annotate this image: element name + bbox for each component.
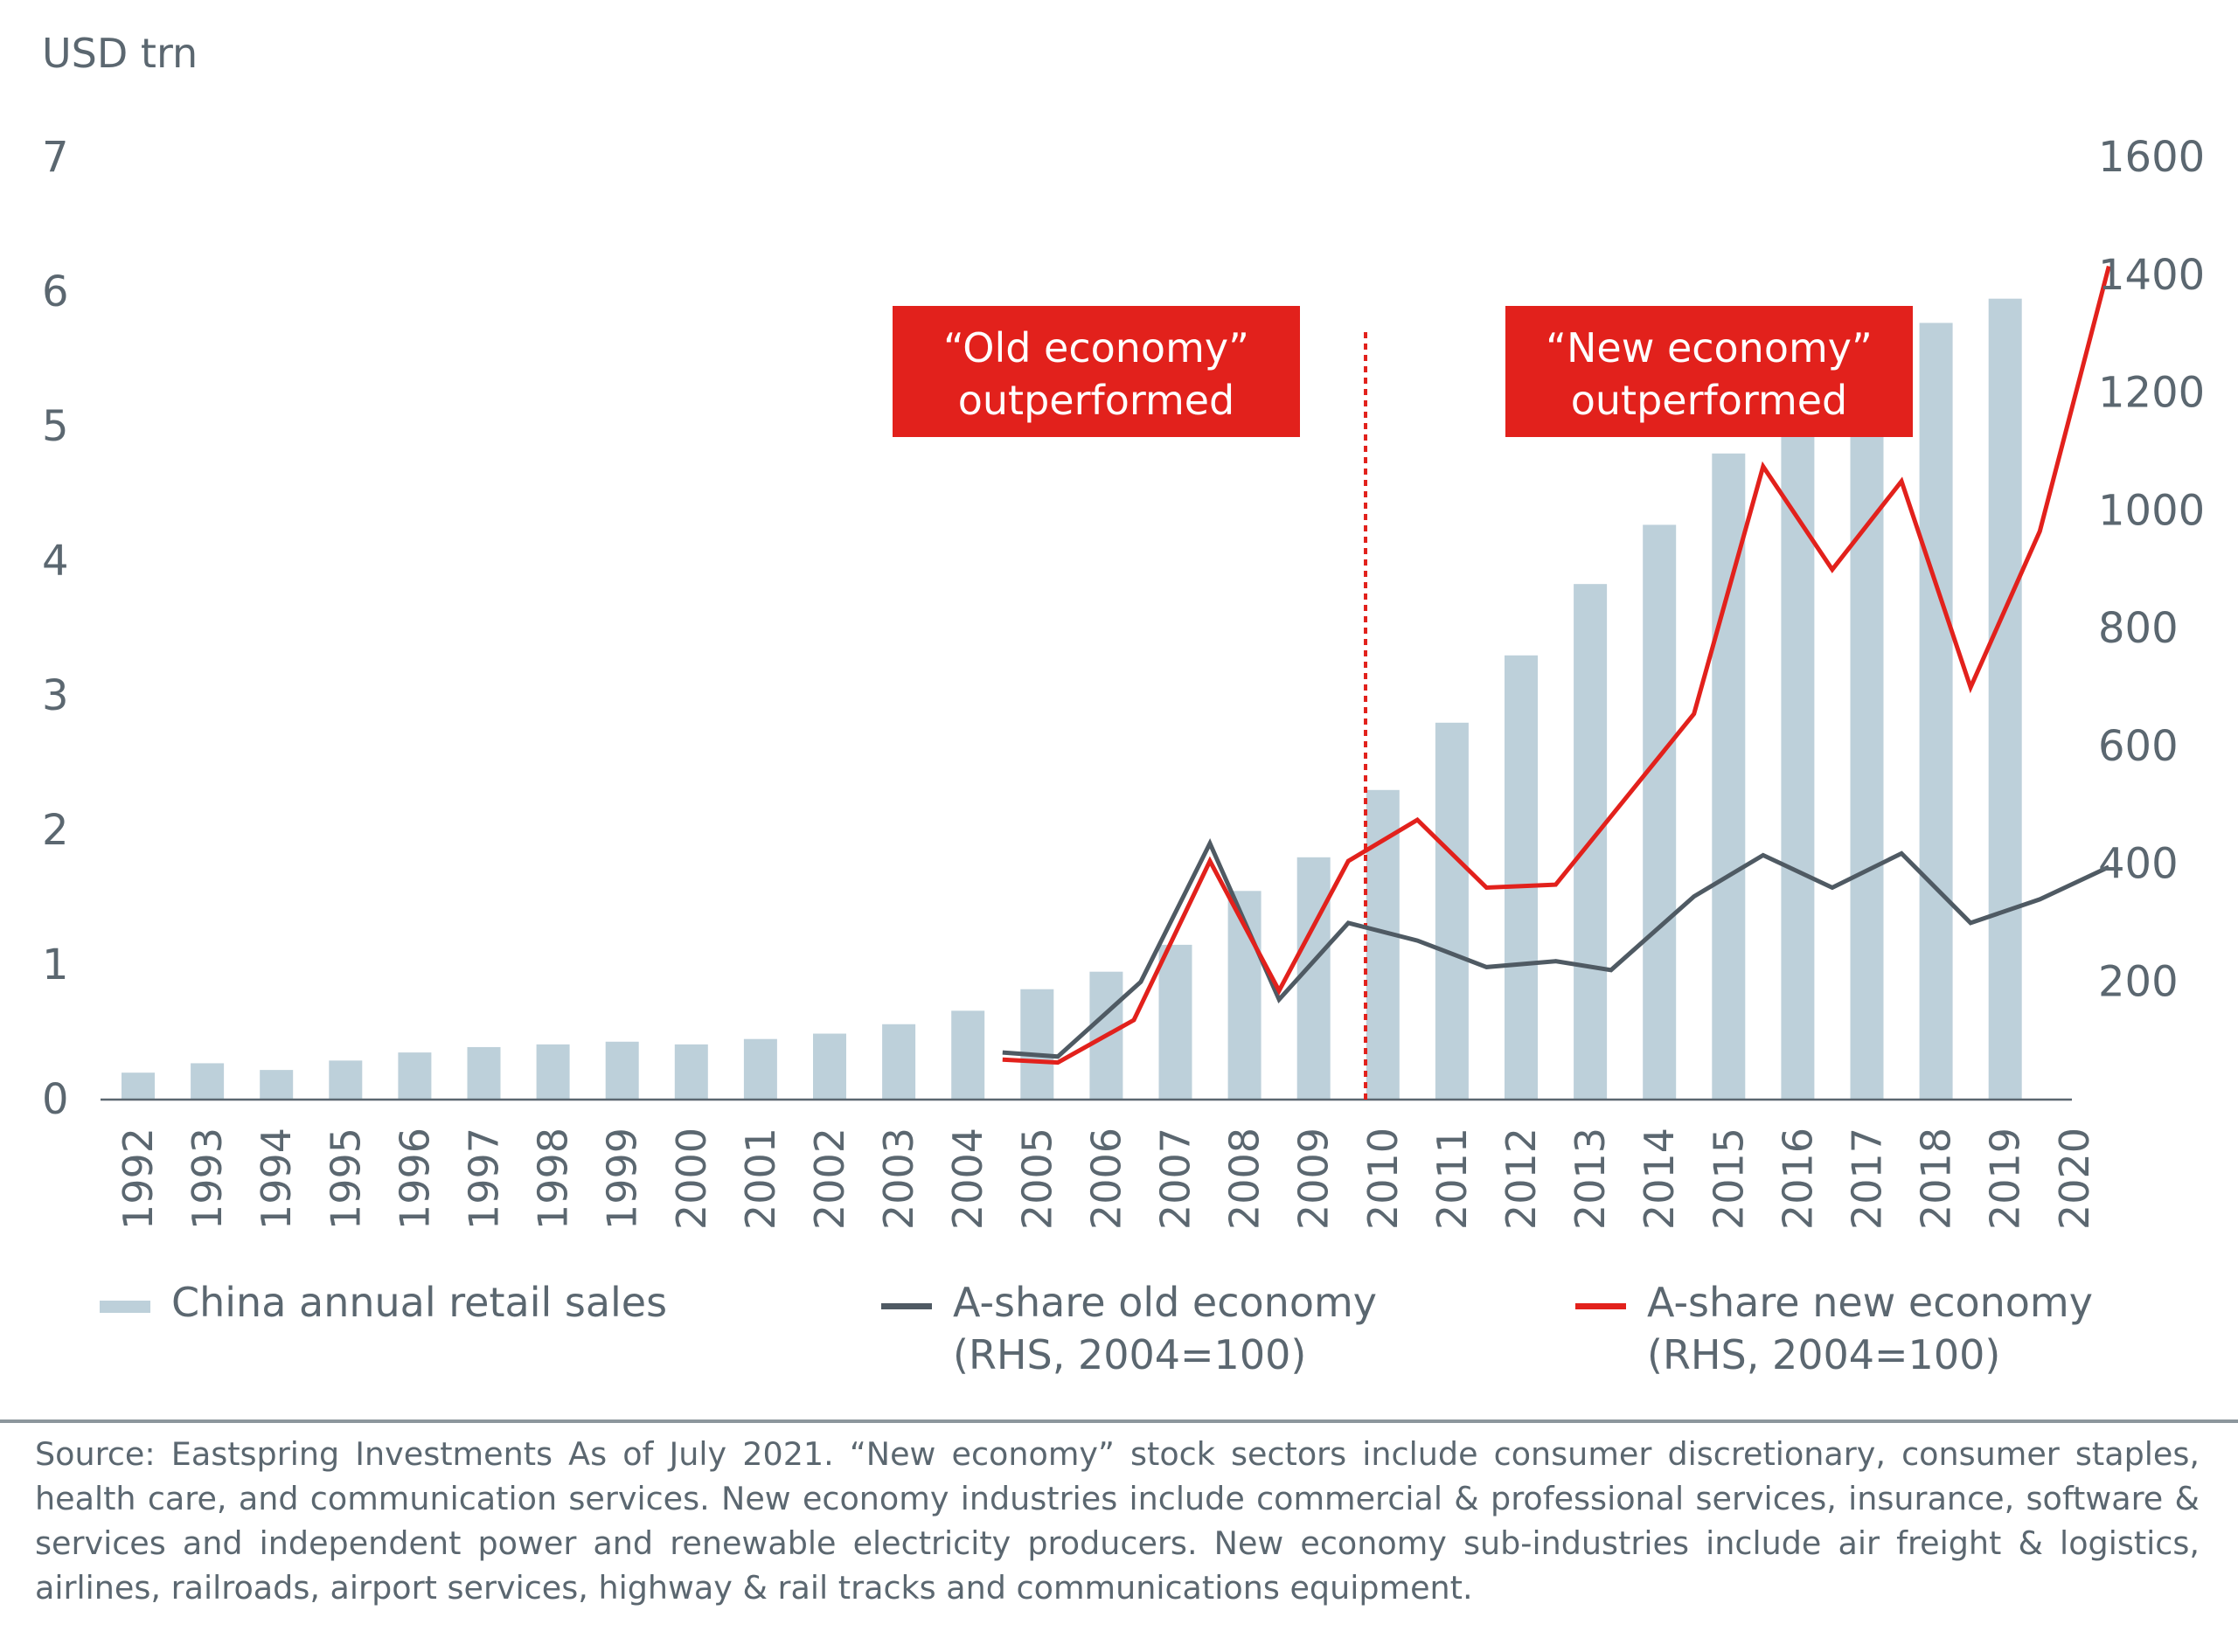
x-tick-label-2006: 2006	[1082, 1128, 1129, 1230]
x-tick-label-2015: 2015	[1705, 1128, 1752, 1230]
bar-2005	[1020, 989, 1054, 1100]
x-tick-label-2009: 2009	[1290, 1128, 1338, 1230]
legend-label-retail-sales: China annual retail sales	[171, 1279, 668, 1326]
x-tick-label-2019: 2019	[1982, 1128, 2029, 1230]
x-tick-label-1995: 1995	[322, 1128, 369, 1230]
x-tick-label-1998: 1998	[530, 1128, 577, 1230]
bar-2009	[1296, 857, 1331, 1100]
bar-2004	[951, 1010, 985, 1100]
x-tick-label-2008: 2008	[1221, 1128, 1268, 1230]
right-tick-label-1600: 1600	[2098, 133, 2205, 182]
bar-2011	[1435, 722, 1469, 1100]
bar-2018	[1919, 323, 1953, 1100]
right-tick-label-1200: 1200	[2098, 369, 2205, 418]
bar-2019	[1988, 298, 2022, 1100]
x-tick-label-1994: 1994	[253, 1128, 300, 1230]
bar-2003	[882, 1024, 916, 1100]
x-tick-label-1997: 1997	[461, 1128, 508, 1230]
legend-item-new-economy: A-share new economy (RHS, 2004=100)	[1575, 1276, 2093, 1381]
legend-swatch-old-economy	[881, 1303, 932, 1309]
right-tick-label-800: 800	[2098, 604, 2179, 653]
bar-2017	[1850, 385, 1884, 1100]
bar-1994	[260, 1070, 294, 1100]
x-tick-label-2013: 2013	[1567, 1128, 1614, 1230]
legend-item-retail-sales: China annual retail sales	[100, 1276, 667, 1329]
y-axis-unit-label: USD trn	[42, 30, 198, 77]
x-tick-label-2014: 2014	[1636, 1128, 1683, 1230]
footnote-divider	[0, 1419, 2238, 1423]
x-tick-label-2012: 2012	[1498, 1128, 1545, 1230]
series-line-old-economy	[1002, 838, 2110, 1059]
x-tick-label-2020: 2020	[2051, 1128, 2098, 1230]
bar-2000	[674, 1044, 708, 1100]
x-tick-label-1999: 1999	[599, 1128, 646, 1230]
legend-label-old-economy: A-share old economy	[953, 1279, 1377, 1326]
bar-2001	[743, 1038, 777, 1100]
annotation-old-line1: “Old economy”	[943, 324, 1249, 371]
x-tick-label-2005: 2005	[1013, 1128, 1060, 1230]
left-tick-label-3: 3	[42, 671, 69, 720]
legend-sub-new-economy: (RHS, 2004=100)	[1647, 1331, 2001, 1378]
x-tick-label-2017: 2017	[1844, 1128, 1891, 1230]
bar-2002	[813, 1033, 846, 1100]
bar-1998	[536, 1044, 570, 1100]
bar-2010	[1366, 789, 1400, 1100]
right-tick-label-1000: 1000	[2098, 486, 2205, 535]
bar-2016	[1781, 427, 1815, 1100]
left-tick-label-7: 7	[42, 133, 69, 182]
series-line-new-economy	[1002, 265, 2111, 1065]
left-tick-label-5: 5	[42, 402, 69, 451]
bar-1999	[605, 1041, 639, 1100]
bar-2007	[1158, 944, 1192, 1100]
bar-1995	[329, 1060, 363, 1100]
x-tick-label-2004: 2004	[944, 1128, 991, 1230]
x-tick-label-1993: 1993	[184, 1128, 231, 1230]
x-tick-label-2011: 2011	[1428, 1128, 1476, 1230]
bar-1997	[467, 1046, 501, 1100]
bar-2012	[1505, 655, 1538, 1100]
source-footnote: Source: Eastspring Investments As of Jul…	[35, 1435, 2200, 1607]
x-tick-label-1996: 1996	[391, 1128, 438, 1230]
legend-item-old-economy: A-share old economy (RHS, 2004=100)	[881, 1276, 1377, 1381]
legend-label-new-economy: A-share new economy	[1647, 1279, 2093, 1326]
x-tick-label-1992: 1992	[115, 1128, 162, 1230]
x-tick-label-2003: 2003	[875, 1128, 922, 1230]
x-tick-label-2002: 2002	[806, 1128, 853, 1230]
x-tick-label-2016: 2016	[1774, 1128, 1821, 1230]
right-tick-label-200: 200	[2098, 957, 2179, 1006]
left-tick-label-6: 6	[42, 267, 69, 316]
annotation-old-economy: “Old economy” outperformed	[893, 306, 1300, 437]
chart-canvas: 0 1 2 3 4 5 6 7 200 400 600 800 1000 1200 1400 1600 1992…	[42, 133, 2205, 1230]
x-tick-label-2018: 2018	[1913, 1128, 1960, 1230]
annotation-new-line2: outperformed	[1570, 377, 1848, 424]
x-tick-label-2007: 2007	[1152, 1128, 1199, 1230]
left-tick-label-4: 4	[42, 537, 69, 586]
annotation-old-line2: outperformed	[957, 377, 1235, 424]
annotation-new-line1: “New economy”	[1546, 324, 1873, 371]
bar-1992	[122, 1072, 155, 1100]
left-tick-label-2: 2	[42, 806, 69, 855]
chart-legend: China annual retail sales A-share old ec…	[0, 1276, 2238, 1399]
right-tick-label-600: 600	[2098, 722, 2179, 771]
bar-1996	[398, 1052, 432, 1100]
right-tick-label-1400: 1400	[2098, 251, 2205, 300]
left-tick-label-1: 1	[42, 941, 69, 989]
x-tick-label-2001: 2001	[737, 1128, 784, 1230]
bar-2014	[1643, 524, 1677, 1100]
x-tick-label-2000: 2000	[668, 1128, 715, 1230]
right-tick-label-400: 400	[2098, 840, 2179, 889]
legend-swatch-new-economy	[1575, 1303, 1626, 1309]
annotation-new-economy: “New economy” outperformed	[1505, 306, 1913, 437]
x-tick-label-2010: 2010	[1359, 1128, 1407, 1230]
left-tick-label-0: 0	[42, 1075, 69, 1124]
legend-sub-old-economy: (RHS, 2004=100)	[953, 1331, 1307, 1378]
legend-swatch-retail-sales	[100, 1301, 150, 1313]
bar-2015	[1712, 453, 1746, 1100]
bar-1993	[191, 1063, 225, 1100]
